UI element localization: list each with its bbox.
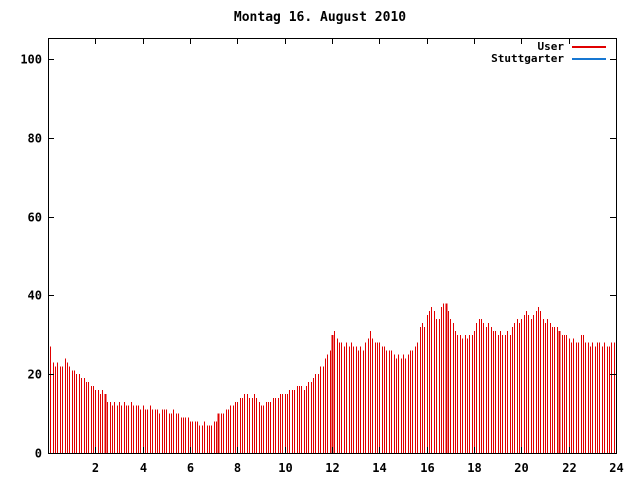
legend-swatch-stuttgarter-line-icon [572,57,606,60]
x-tick-label: 24 [609,461,623,475]
legend: User Stuttgarter [491,41,606,64]
y-tick-label: 40 [28,289,42,303]
x-tick-label: 16 [420,461,434,475]
x-tick-label: 8 [234,461,241,475]
x-tick-label: 10 [278,461,292,475]
x-tick-label: 12 [325,461,339,475]
legend-row-user: User [491,41,606,52]
x-tick-label: 14 [372,461,386,475]
x-tick-label: 22 [562,461,576,475]
legend-label-stuttgarter: Stuttgarter [491,52,564,65]
chart-title: Montag 16. August 2010 [233,10,407,25]
legend-row-stuttgarter: Stuttgarter [491,53,606,64]
x-tick-label: 20 [514,461,528,475]
y-tick-label: 80 [28,132,42,146]
x-tick-label: 6 [187,461,194,475]
legend-swatch-user-line-icon [572,45,606,48]
x-tick-label: 18 [467,461,481,475]
legend-label-user: User [537,40,565,53]
y-tick-label: 20 [28,368,42,382]
y-tick-label: 0 [35,447,42,461]
x-tick-label: 4 [140,461,147,475]
y-tick-label: 60 [28,211,42,225]
x-tick-label: 2 [92,461,99,475]
y-tick-label: 100 [20,53,42,67]
